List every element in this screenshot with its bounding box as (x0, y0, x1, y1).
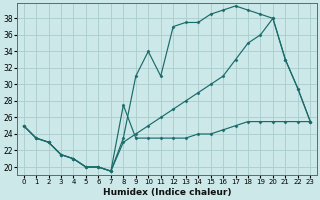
X-axis label: Humidex (Indice chaleur): Humidex (Indice chaleur) (103, 188, 231, 197)
